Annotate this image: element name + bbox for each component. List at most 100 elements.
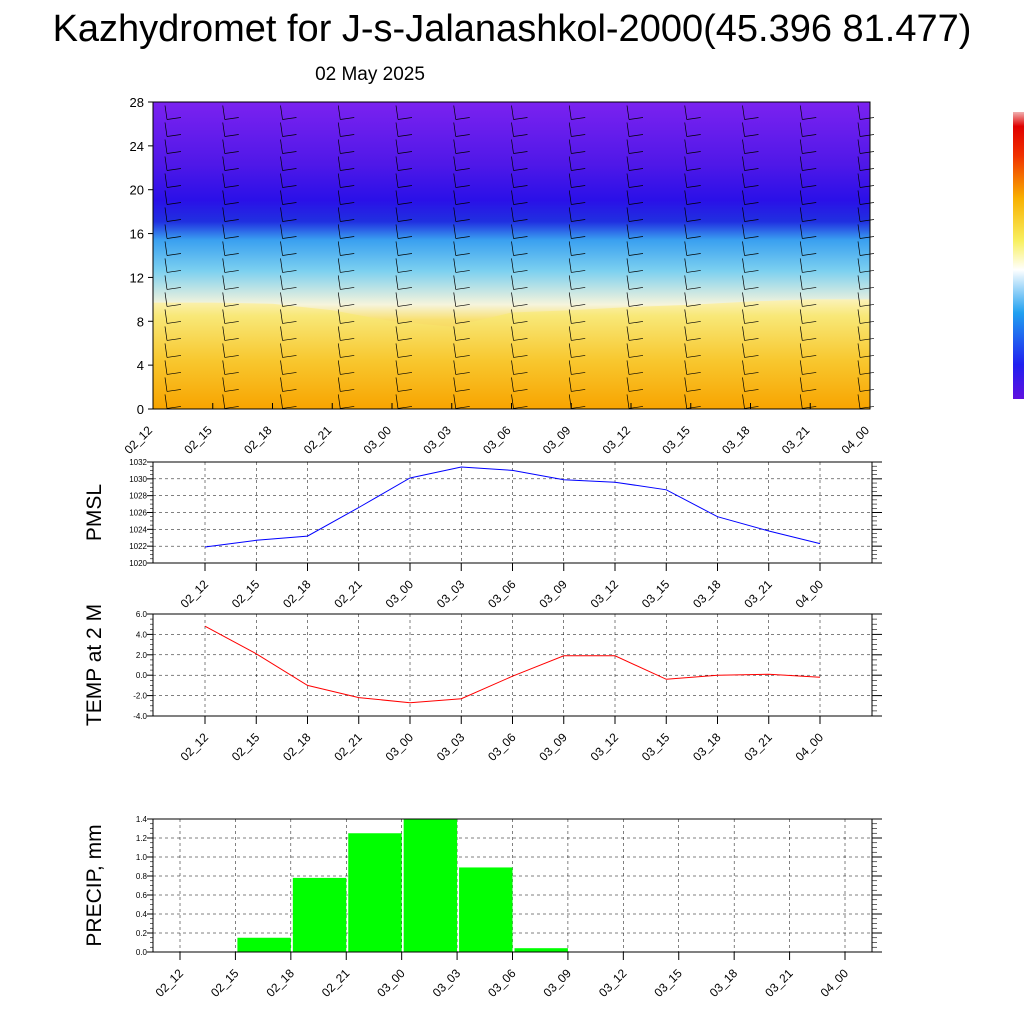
- x-tick-label: 02_21: [319, 966, 353, 1000]
- x-tick-label: 03_00: [383, 577, 417, 611]
- wind-barb: [742, 241, 759, 256]
- y-tick-label: 0.4: [136, 910, 148, 919]
- wind-barb: [857, 139, 875, 154]
- wind-barb: [742, 377, 759, 392]
- wind-barb: [222, 207, 239, 222]
- wind-barb: [164, 156, 182, 171]
- wind-barb: [511, 394, 528, 409]
- wind-barb: [395, 173, 413, 188]
- wind-barb: [799, 207, 817, 222]
- wind-barb: [164, 292, 182, 307]
- x-tick-label: 03_06: [485, 577, 519, 611]
- precip-bar: [459, 867, 513, 952]
- wind-barb: [453, 275, 470, 290]
- wind-barb: [280, 156, 297, 171]
- wind-barb: [453, 173, 470, 188]
- wind-barb: [453, 309, 470, 324]
- wind-barb: [453, 343, 470, 358]
- wind-barb: [799, 377, 817, 392]
- x-tick-label: 03_12: [588, 730, 622, 764]
- wind-barb: [626, 241, 644, 256]
- wind-barb: [511, 207, 528, 222]
- wind-barb: [511, 360, 528, 375]
- wind-barb: [453, 224, 470, 239]
- x-tick-label: 04_00: [793, 730, 827, 764]
- precip-bar: [237, 937, 291, 952]
- y-tick-label: 1032: [129, 458, 147, 467]
- wind-barb: [568, 156, 586, 171]
- wind-barb: [857, 377, 875, 392]
- wind-barb: [222, 377, 239, 392]
- wind-barb: [395, 122, 413, 137]
- wind-barb: [568, 275, 586, 290]
- wind-barb: [222, 275, 239, 290]
- x-tick-label: 03_09: [536, 577, 570, 611]
- x-tick-label: 03_12: [588, 577, 622, 611]
- wind-barb: [799, 343, 817, 358]
- pmsl-line: [204, 466, 821, 548]
- wind-barb: [626, 156, 644, 171]
- wind-barb: [337, 190, 355, 205]
- wind-barb: [337, 377, 355, 392]
- x-tick-label: 02_12: [122, 423, 156, 457]
- wind-barb: [857, 105, 875, 120]
- wind-barb: [684, 105, 701, 120]
- wind-barb: [453, 105, 470, 120]
- wind-barb: [626, 122, 644, 137]
- wind-barb: [222, 224, 239, 239]
- wind-barb: [222, 326, 239, 341]
- wind-barb: [511, 241, 528, 256]
- wind-barb: [799, 122, 817, 137]
- wind-barb: [511, 190, 528, 205]
- wind-barb: [857, 309, 875, 324]
- wind-barb: [568, 224, 586, 239]
- wind-barb: [453, 139, 470, 154]
- x-tick-label: 03_03: [420, 423, 454, 457]
- chart-title: Kazhydromet for J-s-Jalanashkol-2000(45.…: [52, 8, 972, 50]
- x-tick-label: 02_18: [263, 966, 297, 1000]
- wind-barb: [222, 122, 239, 137]
- y-tick-label: 1.2: [136, 834, 148, 843]
- wind-barb: [280, 275, 297, 290]
- y-tick-label: 1.4: [136, 815, 148, 824]
- wind-barb: [222, 241, 239, 256]
- wind-barb: [511, 343, 528, 358]
- wind-barb: [164, 190, 182, 205]
- wind-barb: [280, 258, 297, 273]
- y-tick-label: 2.0: [136, 651, 148, 660]
- x-tick-label: 02_21: [331, 730, 365, 764]
- wind-barb: [742, 326, 759, 341]
- wind-barb: [857, 173, 875, 188]
- wind-barb: [799, 326, 817, 341]
- wind-barb: [626, 105, 644, 120]
- x-tick-label: 02_15: [208, 966, 242, 1000]
- y-tick-label: 12: [130, 270, 144, 285]
- y-tick-label: 20: [130, 183, 144, 198]
- wind-barb: [164, 326, 182, 341]
- wind-barb: [684, 343, 701, 358]
- wind-barb: [280, 360, 297, 375]
- wind-barb: [337, 292, 355, 307]
- wind-barb: [164, 122, 182, 137]
- x-tick-label: 03_15: [639, 730, 673, 764]
- wind-barb: [799, 309, 817, 324]
- wind-barb: [164, 377, 182, 392]
- wind-barb: [626, 275, 644, 290]
- wind-barb: [511, 173, 528, 188]
- x-tick-label: 02_12: [178, 577, 212, 611]
- wind-barb: [395, 224, 413, 239]
- y-tick-label: 1020: [129, 559, 147, 568]
- x-tick-label: 03_15: [639, 577, 673, 611]
- wind-barb: [568, 241, 586, 256]
- x-tick-label: 03_21: [741, 730, 775, 764]
- wind-barb: [280, 377, 297, 392]
- wind-barb: [453, 207, 470, 222]
- x-tick-label: 04_00: [839, 423, 873, 457]
- y-tick-label: 0.8: [136, 872, 148, 881]
- x-tick-label: 03_03: [434, 730, 468, 764]
- wind-barb: [222, 360, 239, 375]
- wind-barb: [395, 360, 413, 375]
- wind-barb: [280, 343, 297, 358]
- wind-barb: [164, 224, 182, 239]
